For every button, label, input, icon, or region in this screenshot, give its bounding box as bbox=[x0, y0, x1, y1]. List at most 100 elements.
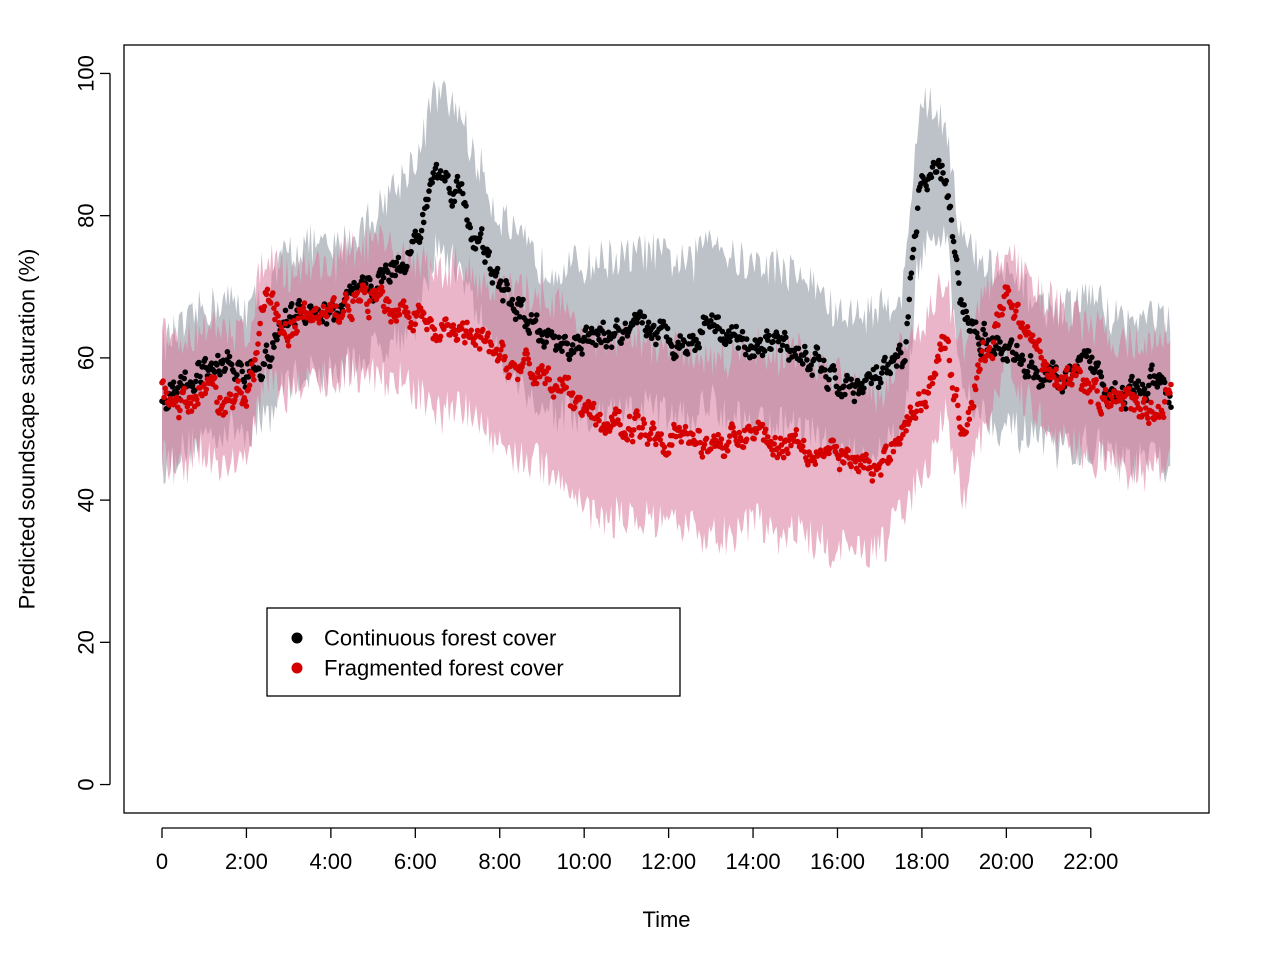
data-point bbox=[788, 442, 794, 449]
data-point bbox=[367, 276, 373, 283]
data-point bbox=[452, 332, 459, 338]
data-point bbox=[1039, 382, 1045, 389]
data-point bbox=[357, 298, 364, 304]
data-point bbox=[1000, 306, 1006, 312]
data-point bbox=[616, 408, 622, 415]
data-point bbox=[162, 385, 168, 392]
data-point bbox=[743, 336, 750, 342]
data-point bbox=[532, 317, 539, 324]
data-point bbox=[1109, 394, 1115, 401]
data-point bbox=[942, 345, 948, 352]
data-point bbox=[989, 355, 996, 362]
data-point bbox=[764, 328, 770, 334]
data-point bbox=[999, 311, 1005, 318]
data-point bbox=[474, 327, 481, 334]
data-point bbox=[174, 394, 180, 401]
data-point bbox=[1141, 396, 1148, 402]
data-point bbox=[1142, 405, 1149, 411]
data-point bbox=[300, 305, 307, 311]
data-point bbox=[420, 219, 427, 226]
data-point bbox=[913, 229, 920, 235]
data-point bbox=[629, 322, 636, 328]
data-point bbox=[958, 297, 964, 303]
data-point bbox=[1094, 388, 1100, 394]
data-point bbox=[795, 345, 802, 352]
data-point bbox=[425, 196, 431, 203]
data-point bbox=[831, 367, 838, 373]
data-point bbox=[442, 178, 448, 184]
data-point bbox=[498, 347, 504, 353]
data-point bbox=[946, 357, 953, 364]
data-point bbox=[368, 283, 374, 290]
data-point bbox=[726, 439, 732, 445]
data-point bbox=[948, 217, 955, 223]
data-point bbox=[918, 407, 924, 414]
data-point bbox=[437, 168, 444, 174]
data-point bbox=[639, 425, 645, 431]
data-point bbox=[367, 298, 373, 304]
data-point bbox=[556, 334, 562, 341]
data-point bbox=[719, 328, 726, 335]
data-point bbox=[212, 369, 218, 376]
data-point bbox=[985, 337, 992, 343]
data-point bbox=[410, 238, 417, 245]
data-point bbox=[786, 437, 792, 444]
data-point bbox=[765, 337, 771, 344]
data-point bbox=[472, 342, 479, 348]
data-point bbox=[757, 336, 764, 343]
data-point bbox=[822, 367, 828, 373]
data-point bbox=[270, 290, 276, 296]
data-point bbox=[802, 343, 808, 350]
data-point bbox=[500, 298, 506, 304]
data-point bbox=[1146, 382, 1152, 389]
data-point bbox=[903, 339, 909, 345]
data-point bbox=[897, 441, 903, 447]
data-point bbox=[653, 341, 659, 348]
data-point bbox=[1168, 404, 1174, 411]
data-point bbox=[751, 353, 757, 360]
legend: Continuous forest cover Fragmented fores… bbox=[266, 607, 681, 697]
data-point bbox=[462, 339, 468, 346]
data-point bbox=[222, 409, 229, 416]
data-point bbox=[612, 410, 618, 417]
data-point bbox=[570, 349, 577, 356]
x-tick-label: 4:00 bbox=[309, 849, 352, 874]
data-point bbox=[313, 305, 319, 312]
data-point bbox=[502, 353, 508, 360]
data-point bbox=[1160, 414, 1167, 421]
data-point bbox=[916, 391, 922, 397]
data-point bbox=[513, 309, 520, 316]
data-point bbox=[964, 421, 971, 428]
data-point bbox=[1149, 362, 1155, 369]
data-point bbox=[868, 380, 875, 387]
data-point bbox=[628, 432, 635, 439]
data-point bbox=[997, 339, 1003, 345]
data-point bbox=[380, 303, 387, 310]
data-point bbox=[453, 178, 460, 184]
data-point bbox=[940, 170, 946, 176]
data-point bbox=[870, 471, 877, 478]
data-point bbox=[429, 179, 436, 186]
data-point bbox=[242, 398, 249, 404]
data-point bbox=[657, 437, 663, 443]
data-point bbox=[894, 353, 901, 360]
data-point bbox=[909, 254, 916, 261]
data-point bbox=[726, 328, 732, 334]
data-point bbox=[174, 390, 180, 396]
data-point bbox=[1004, 358, 1011, 364]
data-point bbox=[477, 231, 484, 237]
data-point bbox=[294, 328, 300, 335]
data-point bbox=[458, 181, 465, 187]
data-point bbox=[729, 324, 735, 330]
x-tick-label: 2:00 bbox=[225, 849, 268, 874]
data-point bbox=[950, 238, 957, 245]
data-point bbox=[163, 389, 169, 396]
data-point bbox=[953, 256, 960, 263]
data-point bbox=[1051, 373, 1057, 380]
data-point bbox=[647, 430, 654, 437]
data-point bbox=[569, 390, 576, 396]
data-point bbox=[975, 362, 981, 368]
data-point bbox=[289, 301, 295, 307]
data-point bbox=[1069, 382, 1075, 388]
data-point bbox=[972, 319, 979, 326]
